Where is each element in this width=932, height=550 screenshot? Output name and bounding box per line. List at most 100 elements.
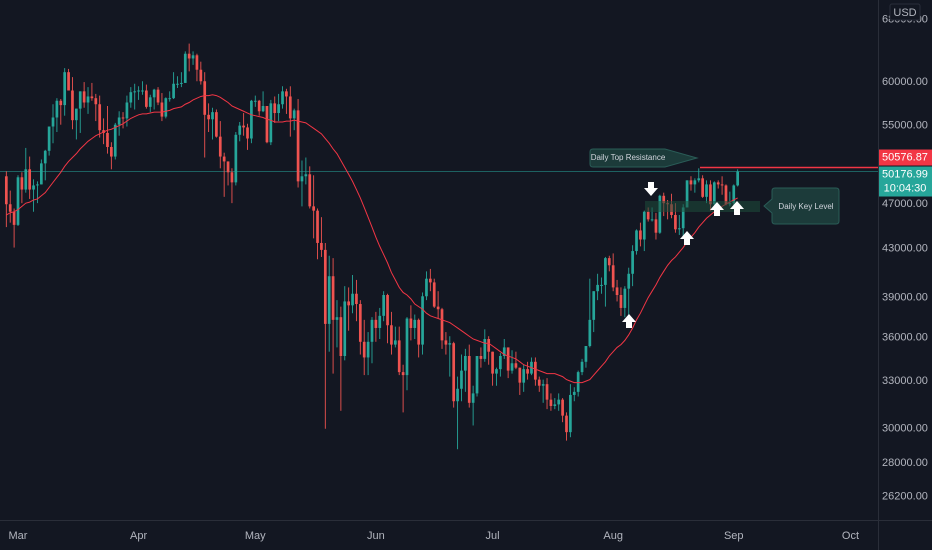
- resistance-price-box: [879, 149, 932, 166]
- candle-body: [215, 112, 218, 137]
- candle-body: [133, 91, 137, 93]
- candle-body: [226, 161, 230, 173]
- candle-body: [106, 132, 109, 147]
- candle-body: [316, 210, 319, 243]
- key-level-callout: [763, 187, 840, 225]
- candle-body: [650, 219, 654, 221]
- candle-body: [160, 102, 164, 117]
- x-tick-label: Aug: [603, 530, 623, 542]
- candle-body: [47, 126, 51, 151]
- candle-body: [677, 228, 681, 230]
- candle-body: [701, 178, 704, 197]
- candle-body: [635, 230, 638, 252]
- y-tick-label: 33000.00: [882, 375, 928, 387]
- candle-body: [32, 185, 35, 190]
- candle-body: [273, 103, 277, 114]
- key-level-label: Daily Key Level: [778, 202, 833, 211]
- candle-body: [452, 343, 456, 402]
- candle-body: [323, 249, 327, 324]
- candle-body: [82, 91, 86, 103]
- candle-body: [230, 172, 234, 183]
- candle-body: [681, 207, 685, 229]
- candle-body: [63, 72, 67, 106]
- candle-body: [148, 97, 152, 107]
- candle-body: [370, 319, 374, 342]
- candle-body: [627, 273, 631, 289]
- candle-body: [716, 182, 720, 185]
- candle-body: [534, 361, 537, 380]
- candle-body: [421, 296, 424, 345]
- candle-body: [491, 351, 494, 374]
- candle-body: [658, 195, 662, 233]
- resistance-callout: [589, 148, 699, 168]
- candle-body: [510, 363, 514, 371]
- candle-body: [397, 340, 401, 373]
- candle-body: [541, 384, 545, 386]
- candle-body: [386, 295, 389, 326]
- candle-body: [335, 317, 339, 320]
- candle-body: [168, 98, 172, 100]
- candle-body: [187, 53, 191, 59]
- y-tick-label: 36000.00: [882, 332, 928, 344]
- candle-body: [604, 258, 607, 285]
- candle-body: [180, 82, 183, 84]
- y-tick-label: 39000.00: [882, 291, 928, 303]
- candle-body: [59, 100, 63, 106]
- candle-body: [456, 388, 459, 402]
- candle-body: [358, 304, 362, 342]
- candle-body: [86, 96, 90, 103]
- candle-body: [615, 287, 619, 296]
- candle-body: [662, 195, 666, 204]
- candle-body: [98, 104, 102, 131]
- candle-body: [526, 369, 529, 374]
- candle-body: [24, 169, 28, 190]
- up-arrow: [730, 201, 744, 215]
- candle-body: [475, 356, 479, 394]
- last-price: 50176.99: [882, 168, 928, 180]
- candle-body: [281, 91, 284, 105]
- candle-body: [71, 90, 74, 121]
- y-tick-label: 60000.00: [882, 76, 928, 88]
- candle-body: [12, 211, 16, 225]
- candle-body: [522, 369, 526, 383]
- key-level-zone: [645, 201, 760, 212]
- candle-body: [576, 372, 580, 392]
- candle-body: [110, 146, 113, 157]
- candle-body: [257, 100, 261, 112]
- candle-body: [145, 90, 148, 107]
- candle-body: [506, 347, 510, 371]
- candle-body: [176, 83, 179, 85]
- moving-average: [6, 94, 738, 384]
- candle-body: [693, 180, 697, 185]
- y-tick-label: 28000.00: [882, 457, 928, 469]
- candle-body: [203, 81, 207, 115]
- candle-body: [736, 171, 739, 186]
- candle-body: [195, 55, 199, 70]
- candle-body: [4, 176, 8, 205]
- candle-body: [129, 92, 133, 103]
- candle-body: [137, 90, 140, 92]
- candle-body: [545, 384, 549, 400]
- x-tick-label: Jun: [367, 530, 385, 542]
- x-tick-label: May: [245, 530, 266, 542]
- candle-body: [320, 242, 323, 250]
- candle-body: [642, 211, 646, 240]
- candle-body: [199, 69, 203, 82]
- candle-body: [467, 356, 471, 403]
- y-tick-label: 55000.00: [882, 120, 928, 132]
- candle-body: [156, 89, 160, 103]
- candle-body: [611, 265, 615, 288]
- candle-body: [561, 399, 564, 416]
- candle-body: [125, 102, 129, 119]
- x-tick-label: Jul: [486, 530, 500, 542]
- candle-body: [705, 184, 708, 197]
- candle-body: [253, 100, 257, 102]
- candle-body: [55, 100, 59, 118]
- candle-body: [514, 363, 518, 368]
- down-arrow: [644, 182, 658, 196]
- candle-body: [720, 184, 724, 186]
- candle-body: [246, 127, 249, 139]
- candle-body: [584, 346, 588, 362]
- candle-body: [537, 379, 541, 386]
